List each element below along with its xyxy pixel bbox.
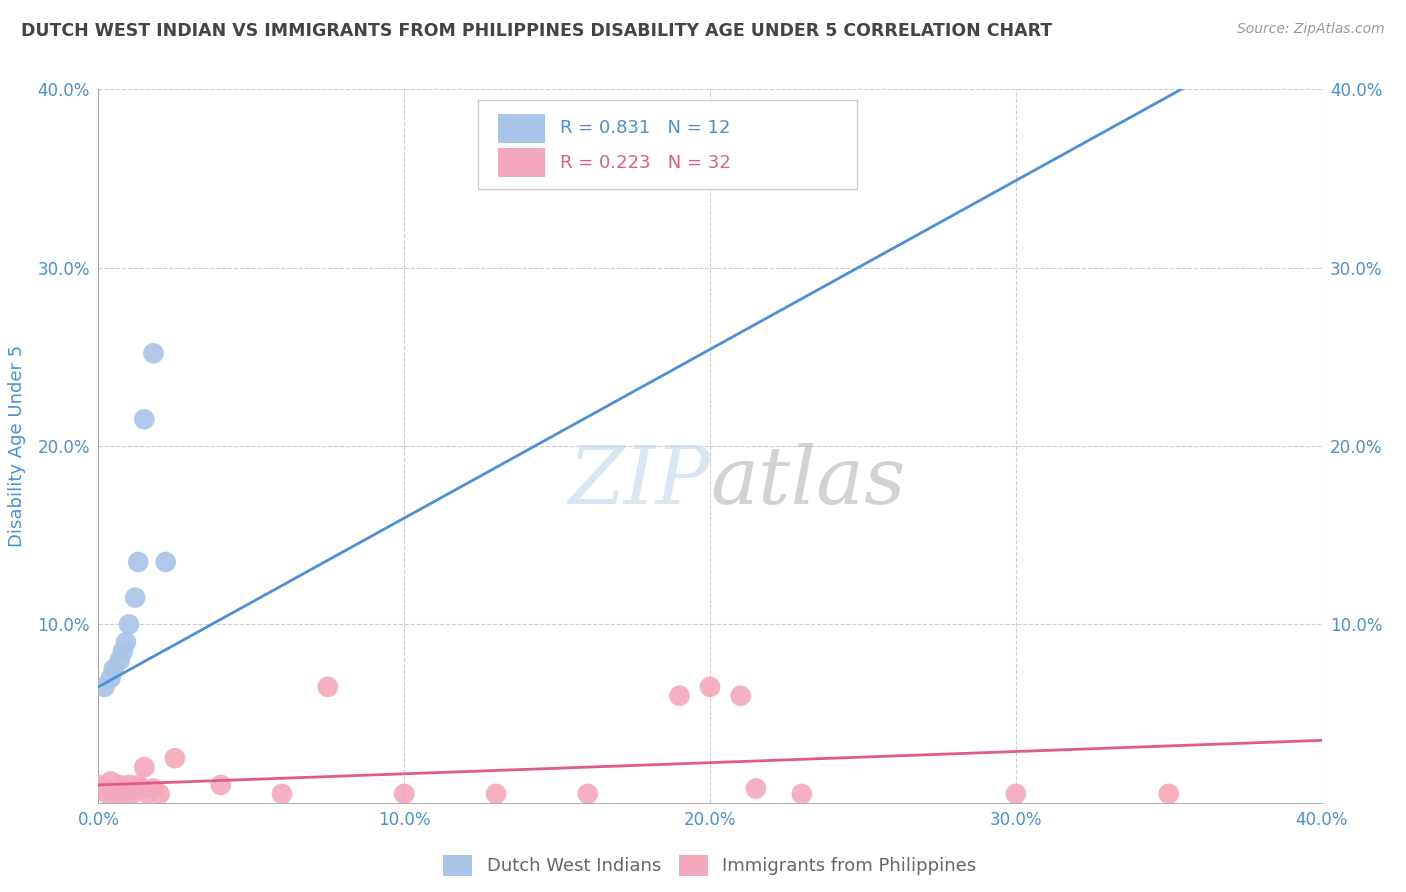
Point (124, 781, 146, 796)
Point (127, 555, 149, 569)
Point (108, 653, 131, 667)
Point (103, 662, 125, 676)
Point (270, 787, 292, 801)
Point (103, 781, 125, 796)
Point (485, 787, 508, 801)
Text: DUTCH WEST INDIAN VS IMMIGRANTS FROM PHILIPPINES DISABILITY AGE UNDER 5 CORRELAT: DUTCH WEST INDIAN VS IMMIGRANTS FROM PHI… (21, 22, 1052, 40)
Point (668, 689, 690, 703)
Point (115, 781, 138, 796)
Point (93, 680, 115, 694)
Text: R = 0.223   N = 32: R = 0.223 N = 32 (560, 153, 730, 171)
Point (790, 787, 813, 801)
Point (100, 774, 122, 789)
Point (105, 787, 128, 801)
Point (129, 781, 152, 796)
Point (730, 689, 752, 703)
Point (124, 591, 146, 605)
Point (115, 635, 138, 649)
Point (121, 787, 143, 801)
Y-axis label: Disability Age Under 5: Disability Age Under 5 (8, 345, 27, 547)
Point (87, 778, 110, 792)
Point (1157, 787, 1180, 801)
Point (108, 778, 131, 792)
Point (142, 346, 165, 360)
Point (136, 787, 159, 801)
Text: atlas: atlas (710, 443, 905, 520)
Point (209, 778, 232, 792)
Legend: Dutch West Indians, Immigrants from Philippines: Dutch West Indians, Immigrants from Phil… (443, 855, 977, 876)
Point (142, 781, 165, 796)
Point (111, 644, 134, 658)
Point (316, 680, 339, 694)
Point (97, 787, 120, 801)
Point (155, 555, 177, 569)
Text: Source: ZipAtlas.com: Source: ZipAtlas.com (1237, 22, 1385, 37)
Point (576, 787, 599, 801)
Point (93, 781, 115, 796)
Point (149, 787, 172, 801)
FancyBboxPatch shape (498, 114, 546, 143)
Point (118, 617, 141, 632)
FancyBboxPatch shape (478, 100, 856, 189)
Point (134, 760, 156, 774)
Point (392, 787, 416, 801)
Text: ZIP: ZIP (568, 443, 710, 520)
FancyBboxPatch shape (498, 148, 546, 177)
Point (111, 787, 134, 801)
Point (118, 778, 141, 792)
Text: R = 0.831   N = 12: R = 0.831 N = 12 (560, 120, 730, 137)
Point (163, 751, 186, 765)
Point (100, 671, 122, 685)
Point (745, 781, 768, 796)
Point (127, 778, 149, 792)
Point (699, 680, 721, 694)
Point (1004, 787, 1026, 801)
Point (134, 412, 156, 426)
